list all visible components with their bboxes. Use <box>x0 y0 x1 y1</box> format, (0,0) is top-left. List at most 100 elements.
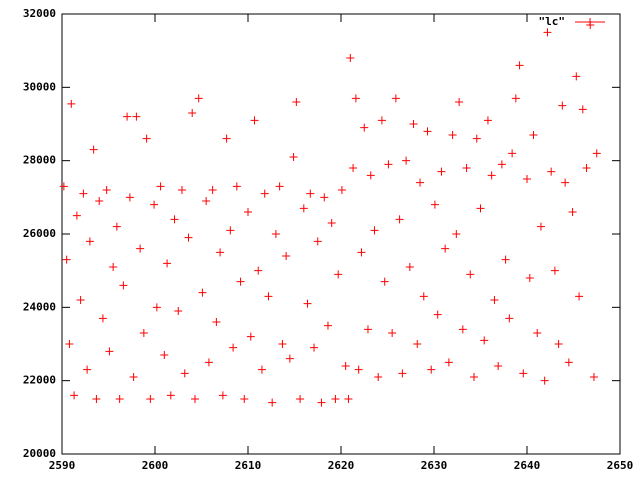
point <box>264 292 273 301</box>
point <box>533 329 542 337</box>
point <box>547 167 556 176</box>
point <box>222 134 231 143</box>
point <box>354 365 363 374</box>
point <box>469 373 478 381</box>
point <box>430 200 439 209</box>
point <box>405 263 414 271</box>
point <box>184 233 193 242</box>
point <box>525 274 534 282</box>
point <box>204 358 213 367</box>
point <box>132 112 141 121</box>
point <box>505 314 514 323</box>
point <box>419 292 428 301</box>
point <box>166 391 175 400</box>
point <box>89 145 98 154</box>
point <box>346 54 355 62</box>
point <box>317 398 326 407</box>
point <box>568 208 577 216</box>
point <box>160 351 169 359</box>
point <box>341 362 350 370</box>
point <box>501 255 510 264</box>
y-tick-label: 30000 <box>23 80 56 93</box>
point <box>472 134 481 143</box>
point <box>123 112 132 121</box>
point <box>163 259 172 268</box>
point <box>303 299 312 308</box>
x-tick-label: 2650 <box>607 459 634 472</box>
point <box>578 105 587 114</box>
point <box>540 376 549 385</box>
point <box>119 281 128 290</box>
point <box>377 116 386 125</box>
point <box>413 340 422 348</box>
point <box>83 365 92 374</box>
point <box>190 395 199 403</box>
point <box>299 204 308 213</box>
point <box>289 153 298 161</box>
point <box>384 160 393 169</box>
point <box>529 131 538 139</box>
x-tick-label: 2590 <box>49 459 76 472</box>
point <box>444 358 453 367</box>
point <box>452 230 461 238</box>
point <box>150 200 159 209</box>
point <box>170 215 179 224</box>
point <box>416 178 425 187</box>
point <box>462 164 471 172</box>
point <box>380 277 389 286</box>
point <box>70 391 79 400</box>
point <box>85 237 94 246</box>
point <box>395 215 404 224</box>
point <box>95 197 104 205</box>
legend-marker <box>575 18 605 26</box>
legend-label: "lc" <box>539 15 566 28</box>
point <box>152 303 161 312</box>
point <box>458 325 467 334</box>
point <box>441 244 450 253</box>
point <box>476 204 485 213</box>
point <box>257 365 266 374</box>
point <box>370 226 379 235</box>
point <box>480 336 489 345</box>
point <box>409 120 418 128</box>
point <box>296 395 305 403</box>
point <box>592 149 601 158</box>
point <box>285 354 294 363</box>
point <box>337 186 346 194</box>
point <box>313 237 322 246</box>
y-tick-label: 24000 <box>23 300 56 313</box>
point <box>76 296 85 304</box>
point <box>360 123 369 132</box>
point <box>423 127 432 136</box>
point <box>250 116 259 125</box>
point <box>323 321 332 330</box>
point <box>515 61 524 70</box>
y-tick-label: 20000 <box>23 447 56 460</box>
point <box>208 186 217 194</box>
y-tick-label: 32000 <box>23 7 56 20</box>
point <box>543 28 552 37</box>
plot-border <box>61 13 621 455</box>
point <box>65 340 74 348</box>
point <box>260 189 269 198</box>
point <box>271 230 280 238</box>
point <box>490 296 499 304</box>
point <box>216 248 225 257</box>
point <box>177 186 186 194</box>
point <box>391 94 400 103</box>
point <box>275 182 284 191</box>
point <box>229 343 238 352</box>
point <box>246 332 255 341</box>
point <box>188 109 197 117</box>
point <box>483 116 492 125</box>
point <box>306 189 315 198</box>
point <box>180 369 189 378</box>
point <box>194 94 203 103</box>
point <box>115 395 124 403</box>
point <box>582 164 591 172</box>
point <box>351 94 360 103</box>
point <box>125 193 134 202</box>
point <box>388 329 397 337</box>
y-tick-label: 22000 <box>23 374 56 387</box>
point <box>129 373 138 381</box>
